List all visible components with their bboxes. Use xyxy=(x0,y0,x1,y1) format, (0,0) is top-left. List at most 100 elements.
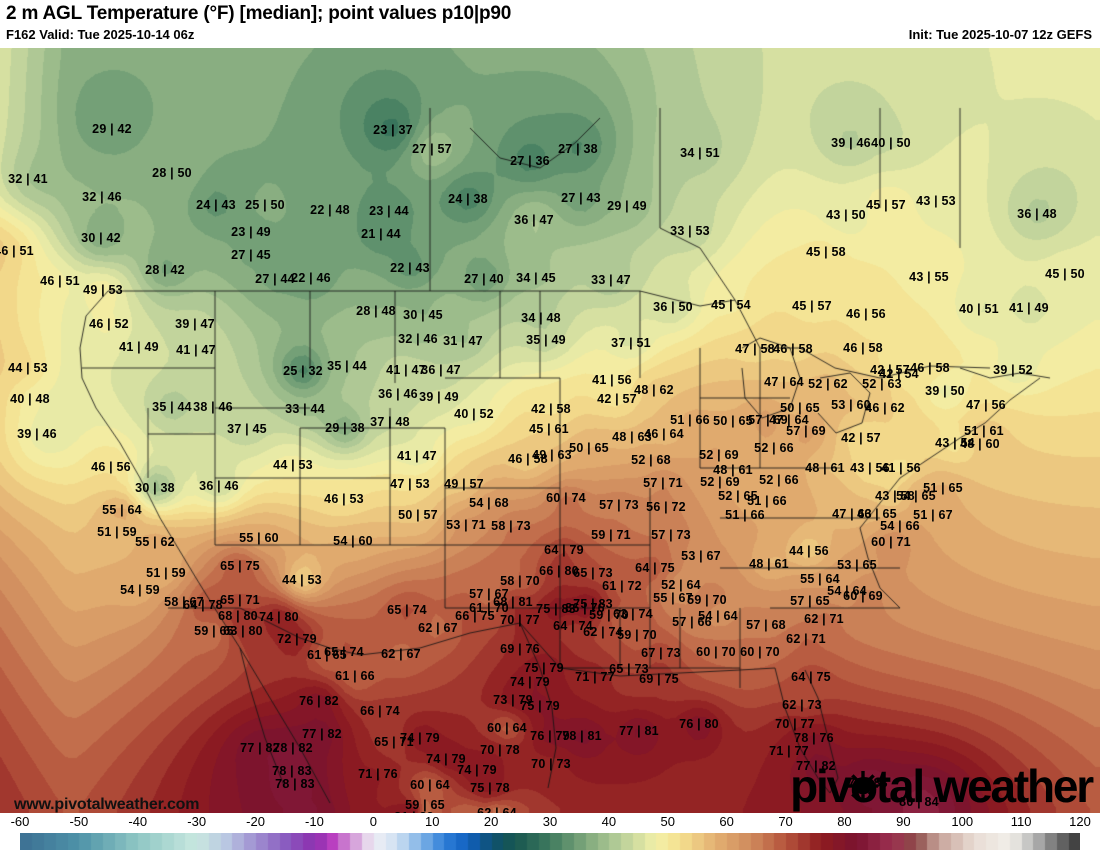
point-value-label: 33 | 47 xyxy=(591,272,631,287)
point-value-label: 61 | 66 xyxy=(335,668,375,683)
point-value-label: 33 | 44 xyxy=(285,401,325,416)
point-value-label: 36 | 47 xyxy=(514,212,554,227)
point-value-label: 23 | 49 xyxy=(231,224,271,239)
map-viewport[interactable]: 29 | 42 32 | 41 28 | 50 32 | 46 24 | 43 25 | … xyxy=(0,48,1100,813)
point-value-label: 41 | 49 xyxy=(1009,300,1049,315)
point-value-label: 64 | 79 xyxy=(544,542,584,557)
point-value-label: 75 | 79 xyxy=(524,660,564,675)
point-value-label: 54 | 66 xyxy=(880,518,920,533)
point-value-label: 60 | 71 xyxy=(871,534,911,549)
point-value-label: 71 | 77 xyxy=(575,669,615,684)
point-value-label: 46 | 58 xyxy=(773,341,813,356)
point-value-label: 45 | 57 xyxy=(792,298,832,313)
colorbar-tick: 90 xyxy=(896,814,911,829)
point-value-label: 32 | 41 xyxy=(8,171,48,186)
point-value-label: 39 | 47 xyxy=(175,316,215,331)
point-value-label: 78 | 76 xyxy=(794,730,834,745)
page-title: 2 m AGL Temperature (°F) [median]; point… xyxy=(6,3,512,24)
point-value-label: 49 | 53 xyxy=(83,282,123,297)
point-value-label: 43 | 54 xyxy=(935,435,975,450)
point-value-label: 48 | 63 xyxy=(612,429,652,444)
point-value-label: 48 | 61 xyxy=(713,462,753,477)
point-value-label: 36 | 50 xyxy=(653,299,693,314)
point-value-label: 46 | 58 xyxy=(910,360,950,375)
point-value-label: 44 | 53 xyxy=(8,360,48,375)
point-value-label: 50 | 65 xyxy=(569,440,609,455)
point-value-label: 48 | 62 xyxy=(634,382,674,397)
point-value-label: 52 | 68 xyxy=(631,452,671,467)
point-value-label: 72 | 79 xyxy=(277,631,317,646)
point-value-label: 28 | 42 xyxy=(145,262,185,277)
point-value-label: 50 | 65 xyxy=(780,400,820,415)
point-value-label: 54 | 65 xyxy=(896,488,936,503)
point-value-label: 59 | 70 xyxy=(589,607,629,622)
point-value-label: 45 | 50 xyxy=(1045,266,1085,281)
point-value-label: 74 | 80 xyxy=(259,609,299,624)
point-value-label: 45 | 61 xyxy=(529,421,569,436)
point-value-label: 75 | 79 xyxy=(520,698,560,713)
point-value-label: 46 | 52 xyxy=(89,316,129,331)
point-value-label: 42 | 57 xyxy=(597,391,637,406)
point-value-label: 37 | 45 xyxy=(227,421,267,436)
colorbar-tick: 30 xyxy=(542,814,558,829)
point-value-label: 57 | 69 xyxy=(748,412,788,427)
temperature-field-canvas xyxy=(0,48,1100,813)
point-value-label: 45 | 58 xyxy=(806,244,846,259)
point-value-label: 50 | 57 xyxy=(398,507,438,522)
point-value-label: 60 | 64 xyxy=(410,777,450,792)
point-value-label: 62 | 74 xyxy=(583,624,623,639)
point-value-label: 71 | 76 xyxy=(358,766,398,781)
point-value-label: 40 | 51 xyxy=(959,301,999,316)
point-value-label: 74 | 79 xyxy=(400,730,440,745)
point-value-label: 62 | 71 xyxy=(804,611,844,626)
point-value-label: 29 | 49 xyxy=(607,198,647,213)
point-value-label: 57 | 73 xyxy=(599,497,639,512)
point-value-label: 22 | 46 xyxy=(291,270,331,285)
point-value-label: 38 | 46 xyxy=(193,399,233,414)
colorbar[interactable]: -60 -50 -40 -30 -20 -10 0 10 20 30 40 50 60 70 80 90 100… xyxy=(0,813,1100,850)
point-value-label: 77 | 82 xyxy=(302,726,342,741)
point-value-label: 62 | 67 xyxy=(418,620,458,635)
point-value-label: 66 | 80 xyxy=(539,563,579,578)
point-value-label: 46 | 51 xyxy=(0,243,34,258)
point-value-label: 39 | 49 xyxy=(419,389,459,404)
point-value-label: 57 | 66 xyxy=(672,614,712,629)
point-value-label: 52 | 64 xyxy=(661,577,701,592)
point-value-label: 52 | 69 xyxy=(699,447,739,462)
point-value-label: 76 | 82 xyxy=(299,693,339,708)
point-value-label: 54 | 64 xyxy=(698,608,738,623)
point-value-label: 63 | 80 xyxy=(223,623,263,638)
point-value-label: 46 | 56 xyxy=(91,459,131,474)
point-value-label: 27 | 43 xyxy=(561,190,601,205)
point-value-label: 32 | 46 xyxy=(82,189,122,204)
point-value-label: 53 | 71 xyxy=(446,517,486,532)
point-value-label: 45 | 57 xyxy=(866,197,906,212)
init-time-label: Init: Tue 2025-10-07 12z GEFS xyxy=(908,27,1092,42)
point-value-label: 46 | 51 xyxy=(40,273,80,288)
point-value-label: 60 | 70 xyxy=(740,644,780,659)
point-value-label: 37 | 51 xyxy=(611,335,651,350)
colorbar-tick: 0 xyxy=(369,814,377,829)
colorbar-gradient[interactable] xyxy=(20,833,1080,850)
point-value-label: 55 | 64 xyxy=(800,571,840,586)
point-value-label: 75 | 83 xyxy=(573,596,613,611)
point-value-label: 30 | 42 xyxy=(81,230,121,245)
point-value-label: 75 | 83 xyxy=(536,601,576,616)
point-value-label: 23 | 44 xyxy=(369,203,409,218)
point-value-label: 41 | 49 xyxy=(119,339,159,354)
point-value-label: 33 | 53 xyxy=(670,223,710,238)
point-value-label: 77 | 81 xyxy=(619,723,659,738)
point-value-label: 27 | 36 xyxy=(510,153,550,168)
point-value-label: 42 | 57 xyxy=(870,362,910,377)
colorbar-tick: 40 xyxy=(601,814,617,829)
point-value-label: 62 | 67 xyxy=(381,646,421,661)
point-value-label: 77 | 82 xyxy=(240,740,280,755)
point-value-label: 22 | 43 xyxy=(390,260,430,275)
point-value-label: 77 | 82 xyxy=(796,758,836,773)
point-value-label: 21 | 44 xyxy=(361,226,401,241)
point-value-label: 40 | 50 xyxy=(871,135,911,150)
point-value-label: 51 | 66 xyxy=(725,507,765,522)
point-value-label: 22 | 48 xyxy=(310,202,350,217)
point-value-label: 24 | 38 xyxy=(448,191,488,206)
point-value-label: 46 | 58 xyxy=(508,451,548,466)
